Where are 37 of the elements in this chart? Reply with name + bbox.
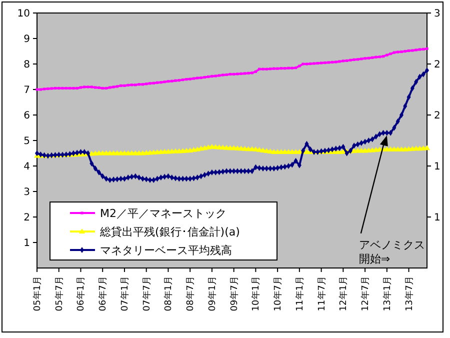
x-tick-label: 06年7月 <box>98 276 109 312</box>
x-tick-label: 12年1月 <box>338 276 350 312</box>
y2-tick-label: 2 <box>434 110 440 122</box>
x-tick-label: 08年1月 <box>163 276 174 312</box>
x-tick-label: 07年7月 <box>141 276 152 312</box>
x-tick-label: 09年7月 <box>228 276 240 312</box>
y2-tick-label: 1 <box>434 212 440 224</box>
legend-label: M2／平／マネーストック <box>100 207 226 220</box>
x-tick-label: 11年7月 <box>316 276 328 312</box>
legend-label: 総貸出平残(銀行･信金計)(a) <box>99 226 240 238</box>
y-tick-label: 9 <box>24 34 30 45</box>
x-tick-label: 05年1月 <box>32 276 43 312</box>
y-tick-label: 8 <box>24 60 30 70</box>
y2-tick-label: 2 <box>434 60 440 70</box>
legend-label: マネタリーベース平均残高 <box>100 244 232 257</box>
y-tick-label: 7 <box>24 85 30 96</box>
x-tick-label: 09年1月 <box>206 276 218 312</box>
y-tick-label: 4 <box>24 162 30 172</box>
y2-tick-label: 3 <box>434 8 440 20</box>
annotation: アベノミクス開始⇒ <box>358 238 425 266</box>
x-tick-label: 05年7月 <box>54 276 65 312</box>
y-tick-label: 10 <box>17 8 30 20</box>
x-tick-label: 11年1月 <box>294 276 306 312</box>
y2-tick-label: 1 <box>434 162 440 172</box>
y-tick-label: 1 <box>24 238 30 249</box>
x-tick-label: 13年7月 <box>404 276 415 312</box>
x-tick-label: 10年7月 <box>272 276 284 312</box>
x-tick-label: 08年7月 <box>185 276 196 312</box>
y-tick-label: 5 <box>24 136 30 147</box>
x-tick-label: 13年1月 <box>382 276 393 312</box>
y-tick-label: 3 <box>24 187 30 198</box>
y-tick-label: 2 <box>24 212 30 224</box>
x-tick-label: 12年7月 <box>360 276 372 312</box>
x-tick-label: 10年1月 <box>250 276 262 312</box>
x-tick-label: 06年1月 <box>76 276 87 312</box>
x-tick-label: 07年1月 <box>119 276 130 312</box>
y-tick-label: 6 <box>24 110 30 122</box>
